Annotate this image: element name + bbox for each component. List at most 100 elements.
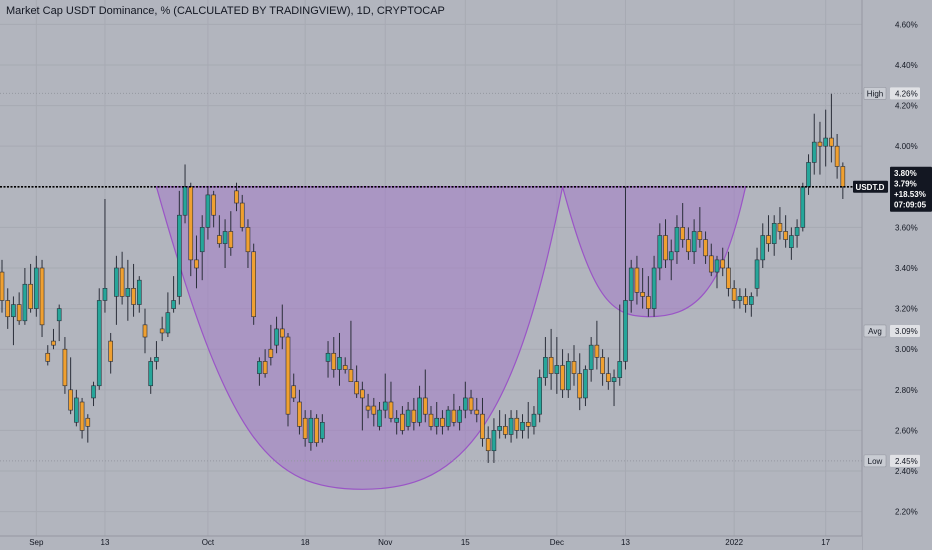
- time-tick-label: 13: [621, 538, 630, 547]
- price-tag-box: [890, 166, 932, 212]
- candle-up: [308, 417, 314, 443]
- candle-down: [142, 324, 148, 338]
- price-axis[interactable]: 2.20% 2.40% 2.60% 2.80% 3.00% 3.20% 3.40% 3.60%…: [861, 0, 932, 550]
- candle-down: [85, 417, 91, 427]
- candle-up: [91, 385, 96, 399]
- candle-up: [800, 186, 806, 228]
- candle-up: [417, 397, 422, 423]
- candle-up: [811, 141, 817, 163]
- candle-up: [171, 300, 176, 309]
- candle-up: [760, 235, 766, 261]
- candle-down: [342, 365, 348, 370]
- candle-up: [588, 344, 594, 370]
- candle-up: [405, 409, 411, 427]
- candle-up: [691, 231, 697, 253]
- candle-down: [348, 369, 354, 382]
- candle-down: [39, 267, 45, 326]
- time-tick-label: Nov: [378, 538, 392, 547]
- candle-down: [485, 438, 491, 452]
- candle-down: [468, 397, 474, 411]
- candle-down: [766, 235, 771, 244]
- candle-down: [297, 401, 302, 427]
- candle-down: [228, 231, 234, 248]
- candle-up: [320, 422, 325, 439]
- low-value-box: [890, 454, 920, 467]
- candle-down: [422, 397, 428, 415]
- time-tick-label: 15: [461, 538, 470, 547]
- low-value: 2.45%: [895, 457, 918, 466]
- change-value: +18.53%: [894, 190, 926, 199]
- price-tick-label: 4.00%: [895, 142, 918, 151]
- candle-up: [394, 417, 399, 423]
- candle-up: [754, 259, 760, 289]
- candle-up: [657, 235, 663, 269]
- candle-up: [491, 430, 497, 452]
- low-label: Low: [868, 457, 883, 466]
- candle-up: [628, 267, 634, 301]
- candle-down: [646, 296, 651, 309]
- low-label-box: [863, 454, 887, 468]
- time-tick-label: Dec: [550, 538, 564, 547]
- candle-up: [537, 377, 542, 415]
- candle-up: [177, 214, 182, 297]
- candle-down: [451, 409, 457, 423]
- candle-down: [634, 267, 640, 293]
- candle-up: [56, 308, 62, 322]
- candle-down: [731, 288, 737, 301]
- candle-down: [428, 413, 434, 427]
- candle-down: [217, 235, 222, 244]
- candle-down: [525, 422, 531, 427]
- candle-up: [674, 227, 680, 253]
- candle-down: [159, 328, 165, 334]
- symbol-tag-label: USDT.D: [856, 183, 885, 192]
- time-tick-label: 13: [101, 538, 110, 547]
- candle-up: [22, 283, 28, 322]
- candle-down: [302, 417, 308, 439]
- candle-up: [445, 409, 451, 427]
- candle-down: [600, 357, 605, 374]
- chart-title: Market Cap USDT Dominance, % (CALCULATED…: [6, 5, 445, 17]
- price-tick-label: 4.20%: [895, 102, 918, 111]
- candle-down: [314, 417, 319, 443]
- candle-up: [199, 227, 205, 253]
- candle-up: [668, 251, 674, 261]
- candle-up: [789, 235, 794, 248]
- candle-up: [543, 357, 548, 378]
- price-tick-label: 2.80%: [895, 386, 918, 395]
- candle-down: [360, 389, 365, 399]
- price-tick-label: 2.20%: [895, 508, 918, 517]
- candle-up: [11, 304, 16, 318]
- time-axis[interactable]: Sep 13 Oct 18 Nov 15 Dec 13 2022 17: [0, 535, 862, 550]
- candle-up: [565, 361, 571, 391]
- symbol-tag-box: [853, 180, 888, 193]
- price-tick-label: 4.40%: [895, 61, 918, 70]
- candle-down: [68, 389, 73, 411]
- candle-down: [560, 365, 565, 391]
- candle-up: [148, 361, 154, 387]
- candle-down: [640, 292, 645, 297]
- candle-down: [211, 194, 216, 216]
- candle-down: [245, 227, 251, 253]
- candle-down: [720, 259, 726, 269]
- price-tick-label: 4.60%: [895, 20, 918, 29]
- candle-down: [840, 166, 846, 188]
- candle-down: [62, 348, 68, 387]
- candle-down: [783, 231, 788, 240]
- candle-up: [257, 361, 262, 374]
- candle-down: [194, 259, 199, 269]
- axis-corner: [884, 536, 932, 550]
- candle-up: [531, 413, 537, 427]
- candle-down: [354, 381, 359, 395]
- candle-down: [45, 352, 51, 362]
- candle-down: [131, 288, 136, 305]
- price-value: 3.79%: [894, 179, 917, 188]
- candle-up: [651, 267, 657, 309]
- candle-down: [251, 251, 256, 318]
- price-high-value: 3.80%: [894, 169, 917, 178]
- candle-down: [365, 405, 371, 411]
- time-tick-label: Oct: [202, 538, 215, 547]
- candle-down: [239, 202, 245, 228]
- time-tick-label: 2022: [725, 538, 743, 547]
- candle-down: [291, 385, 297, 399]
